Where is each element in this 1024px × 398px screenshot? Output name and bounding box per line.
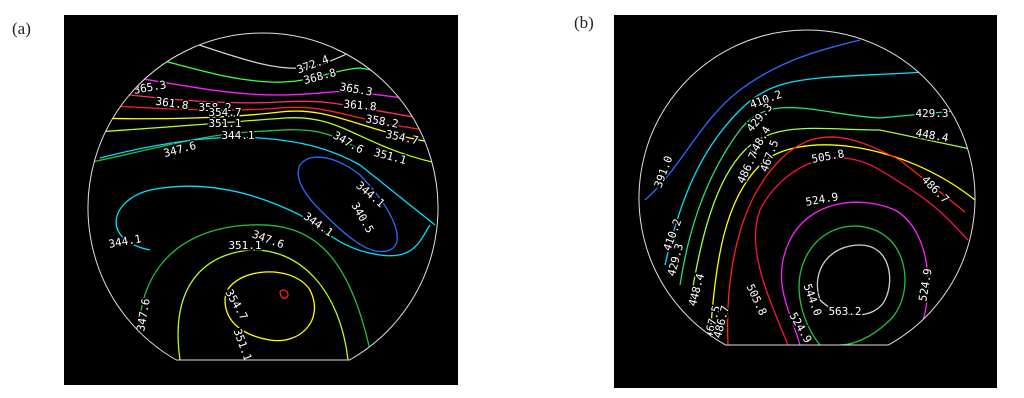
contour-line bbox=[726, 136, 966, 346]
contour-line bbox=[689, 127, 976, 306]
contour-label: 351.1 bbox=[208, 117, 241, 130]
wafer-outline bbox=[87, 32, 439, 361]
contour-label: 361.8 bbox=[155, 95, 190, 112]
contour-line bbox=[679, 106, 966, 286]
contour-label: 429.3 bbox=[915, 107, 948, 120]
panel-bg bbox=[64, 15, 458, 385]
contour-label: 361.8 bbox=[343, 98, 377, 114]
wafer-outline bbox=[638, 29, 976, 346]
contour-line bbox=[754, 157, 969, 346]
panel-label: (a) bbox=[12, 19, 31, 38]
panel-bg bbox=[614, 15, 997, 388]
contour-line bbox=[709, 144, 976, 341]
contour-line bbox=[279, 289, 289, 300]
contour-label: 351.1 bbox=[228, 239, 261, 252]
contour-label: 563.2 bbox=[828, 305, 861, 318]
contour-line bbox=[224, 271, 316, 342]
contour-line bbox=[664, 69, 956, 266]
contour-line bbox=[94, 110, 431, 143]
contour-label: 448.4 bbox=[915, 126, 950, 145]
contour-line bbox=[159, 59, 401, 83]
contour-line bbox=[798, 225, 906, 346]
contour-line bbox=[297, 156, 398, 253]
contour-line bbox=[119, 74, 421, 101]
contour-line bbox=[115, 185, 431, 257]
contour-line bbox=[138, 224, 373, 360]
contour-line bbox=[780, 201, 929, 346]
contour-line bbox=[177, 249, 349, 360]
contour-line bbox=[99, 136, 436, 226]
contour-label: 354.7 bbox=[208, 106, 241, 119]
contour-line bbox=[91, 129, 361, 163]
panel-label: (b) bbox=[574, 13, 594, 32]
contour-line bbox=[94, 117, 433, 163]
contour-label: 358.2 bbox=[198, 101, 231, 114]
contour-label: 344.1 bbox=[221, 129, 254, 142]
contour-line bbox=[99, 104, 426, 131]
contour-label: 344.1 bbox=[107, 232, 142, 251]
contour-line bbox=[104, 91, 421, 119]
contour-line bbox=[816, 244, 891, 316]
contour-line bbox=[644, 39, 861, 201]
